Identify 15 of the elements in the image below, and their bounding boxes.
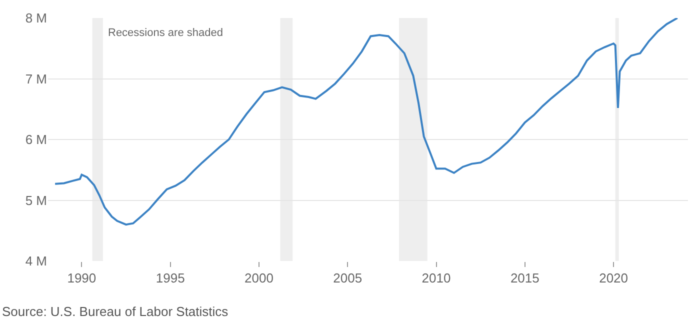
x-tick-label: 2005 — [333, 270, 362, 286]
annotation: Recessions are shaded — [108, 27, 223, 39]
y-tick-label: 8 M — [25, 10, 47, 26]
line-series — [54, 18, 678, 226]
y-tick-label: 4 M — [25, 254, 47, 269]
x-tick-label: 2015 — [510, 270, 540, 286]
y-tick-label: 7 M — [25, 71, 47, 86]
y-tick-label: 6 M — [25, 132, 47, 148]
x-tick-label: 2020 — [599, 270, 628, 286]
x-tick-label: 1995 — [156, 270, 185, 286]
y-tick-label: 5 M — [25, 192, 47, 208]
x-tick-label: 1990 — [67, 270, 96, 286]
x-tick-label: 2010 — [422, 270, 451, 286]
x-tick-label: 2000 — [244, 270, 274, 286]
source-note: Source: U.S. Bureau of Labor Statistics — [2, 304, 229, 319]
